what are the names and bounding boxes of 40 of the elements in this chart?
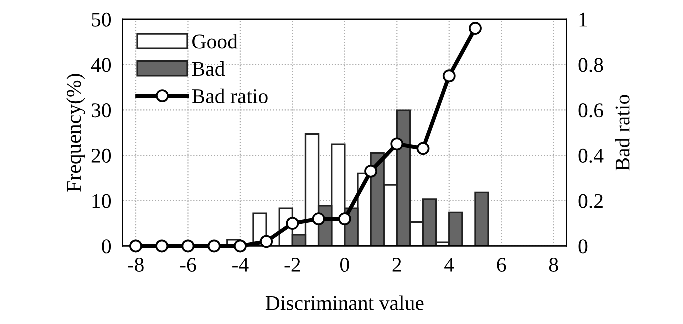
x-axis-title: Discriminant value xyxy=(266,296,424,310)
point xyxy=(156,240,169,253)
y2-tick-label: 0.6 xyxy=(578,104,604,118)
point xyxy=(338,212,352,226)
x-tick-label: -4 xyxy=(232,258,249,272)
point xyxy=(182,240,195,253)
y-tick-label: 20 xyxy=(92,148,112,163)
y-tick-label: 50 xyxy=(92,12,112,27)
x-tick-label: 2 xyxy=(392,258,402,272)
x-tick-label: -8 xyxy=(128,258,144,272)
point xyxy=(364,164,378,178)
y-tick-label: 40 xyxy=(91,58,112,72)
y-tick-label: 10 xyxy=(92,194,112,208)
point xyxy=(260,235,274,248)
y-axis-title: Frequency(%) xyxy=(66,74,86,192)
point xyxy=(416,142,430,156)
y2-axis-title: Bad ratio xyxy=(615,95,630,171)
y2-tick-label: 1 xyxy=(580,12,588,27)
x-tick-label: 8 xyxy=(549,258,558,272)
point xyxy=(442,70,456,83)
x-tick-label: -2 xyxy=(284,258,300,272)
legend-label: Bad xyxy=(192,62,225,76)
y2-tick-label: 0 xyxy=(578,240,588,254)
point xyxy=(234,240,247,253)
y-tick-label: 0 xyxy=(102,240,112,254)
x-tick-label: 4 xyxy=(444,258,454,272)
y2-tick-label: 0.2 xyxy=(578,194,603,208)
y2-tick-label: 0.8 xyxy=(578,58,604,72)
x-tick-label: -6 xyxy=(180,258,196,272)
bar xyxy=(474,192,490,246)
point xyxy=(208,240,221,253)
point xyxy=(130,240,142,253)
point xyxy=(390,138,404,151)
y-tick-label: 30 xyxy=(92,104,112,118)
legend-label: Bad ratio xyxy=(192,88,268,104)
x-tick-label: 0 xyxy=(340,258,350,272)
point xyxy=(469,22,482,35)
legend-label: Good xyxy=(192,34,238,49)
y2-tick-label: 0.4 xyxy=(578,148,604,164)
x-tick-label: 6 xyxy=(497,258,506,272)
